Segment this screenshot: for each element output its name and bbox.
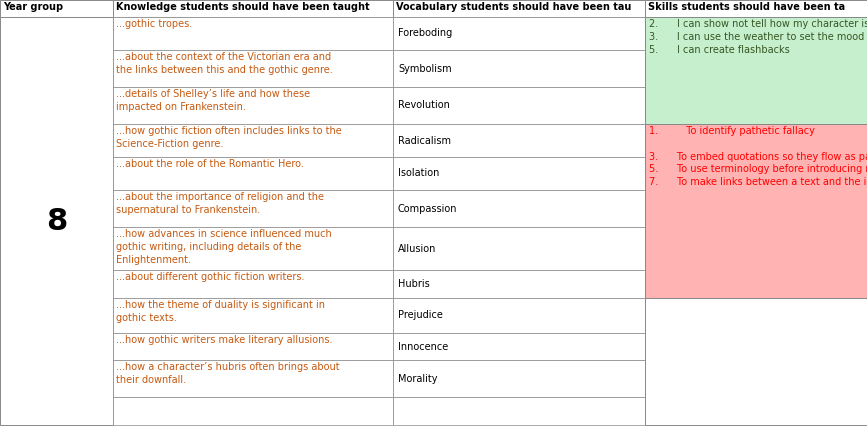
Text: ...how gothic fiction often includes links to the
Science-Fiction genre.: ...how gothic fiction often includes lin… (116, 126, 342, 149)
Text: 8: 8 (46, 207, 67, 236)
Bar (645, 298, 867, 425)
Bar (113, 124, 393, 157)
Bar (393, 360, 645, 397)
Bar (393, 17, 645, 50)
Bar (393, 87, 645, 124)
Text: Skills students should have been ta: Skills students should have been ta (648, 2, 845, 12)
Text: ...details of Shelley’s life and how these
impacted on Frankenstein.: ...details of Shelley’s life and how the… (116, 89, 310, 112)
Text: Isolation: Isolation (398, 169, 440, 178)
Bar (113, 0, 393, 17)
Bar (113, 190, 393, 227)
Bar (645, 0, 867, 17)
Text: Knowledge students should have been taught: Knowledge students should have been taug… (116, 2, 369, 12)
Text: Radicalism: Radicalism (398, 135, 451, 146)
Text: Symbolism: Symbolism (398, 63, 452, 73)
Bar (113, 397, 393, 425)
Text: ...about the role of the Romantic Hero.: ...about the role of the Romantic Hero. (116, 159, 303, 169)
Text: ...about different gothic fiction writers.: ...about different gothic fiction writer… (116, 272, 304, 282)
Text: Prejudice: Prejudice (398, 311, 443, 320)
Bar (393, 333, 645, 360)
Bar (645, 17, 867, 124)
Bar (113, 87, 393, 124)
Bar (113, 333, 393, 360)
Text: Year group: Year group (3, 2, 63, 12)
Bar (393, 227, 645, 270)
Bar (393, 124, 645, 157)
Bar (113, 298, 393, 333)
Text: ...how a character’s hubris often brings about
their downfall.: ...how a character’s hubris often brings… (116, 362, 340, 385)
Bar (393, 0, 645, 17)
Bar (393, 270, 645, 298)
Bar (113, 50, 393, 87)
Bar (113, 270, 393, 298)
Bar (645, 124, 867, 298)
Text: Vocabulary students should have been tau: Vocabulary students should have been tau (396, 2, 631, 12)
Bar (113, 17, 393, 50)
Text: ...about the context of the Victorian era and
the links between this and the got: ...about the context of the Victorian er… (116, 52, 333, 75)
Bar (0, 0, 113, 17)
Text: ...how the theme of duality is significant in
gothic texts.: ...how the theme of duality is significa… (116, 300, 325, 323)
Text: ...about the importance of religion and the
supernatural to Frankenstein.: ...about the importance of religion and … (116, 192, 324, 215)
Text: Innocence: Innocence (398, 342, 448, 351)
Bar (113, 227, 393, 270)
Bar (113, 157, 393, 190)
Text: Foreboding: Foreboding (398, 29, 453, 38)
Text: Allusion: Allusion (398, 244, 436, 253)
Text: Hubris: Hubris (398, 279, 430, 289)
Text: Revolution: Revolution (398, 101, 450, 110)
Text: ...gothic tropes.: ...gothic tropes. (116, 19, 192, 29)
Text: Compassion: Compassion (398, 203, 458, 214)
Bar (393, 157, 645, 190)
Bar (113, 360, 393, 397)
Bar (393, 50, 645, 87)
Text: 2.      I can show not tell how my character is feeling
3.      I can use the we: 2. I can show not tell how my character … (649, 19, 867, 55)
Text: ...how advances in science influenced much
gothic writing, including details of : ...how advances in science influenced mu… (116, 229, 332, 265)
Text: Morality: Morality (398, 374, 438, 384)
Bar (393, 190, 645, 227)
Bar (393, 397, 645, 425)
Text: 1.         To identify pathetic fallacy

3.      To embed quotations so they flo: 1. To identify pathetic fallacy 3. To em… (649, 126, 867, 187)
Text: ...how gothic writers make literary allusions.: ...how gothic writers make literary allu… (116, 335, 333, 345)
Bar (0, 17, 113, 425)
Bar (393, 298, 645, 333)
